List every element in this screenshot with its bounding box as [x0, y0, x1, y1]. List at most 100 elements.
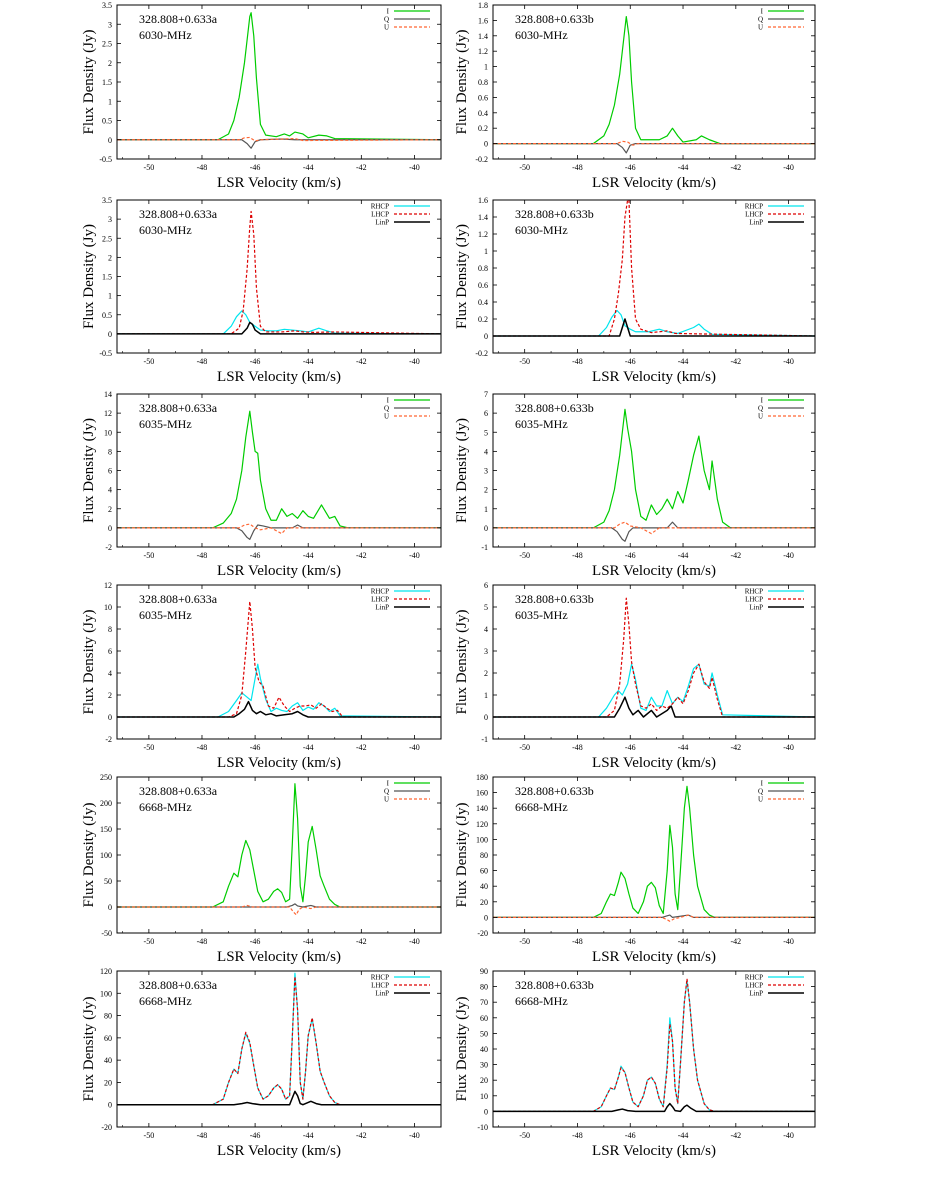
y-axis-label: Flux Density (Jy) — [454, 224, 470, 329]
x-axis-label: LSR Velocity (km/s) — [217, 949, 341, 965]
x-tick-label: -48 — [197, 163, 208, 172]
legend-label: RHCP — [371, 203, 389, 211]
x-tick-label: -42 — [356, 743, 367, 752]
chart-panel-9: -20 0 20 40 60 80 100 120 140 160 180 -50 -48 -46 -44 -… — [454, 773, 816, 965]
x-axis-label: LSR Velocity (km/s) — [217, 175, 341, 191]
legend-label: I — [761, 780, 764, 788]
legend-label: Q — [758, 405, 763, 413]
y-tick-label: 140 — [476, 804, 488, 813]
legend: IQU — [384, 8, 430, 32]
y-tick-label: 0.5 — [102, 311, 112, 320]
y-tick-label: 60 — [480, 1014, 488, 1023]
y-tick-label: 8 — [108, 625, 112, 634]
y-tick-label: 0 — [108, 903, 112, 912]
series-line-u — [117, 904, 441, 916]
y-tick-label: 2 — [108, 59, 112, 68]
chart-panel-6: -2 0 2 4 6 8 10 12 -50 -48 -46 -44 -42 -40 LSR Velocit… — [81, 581, 442, 771]
x-tick-label: -50 — [144, 163, 155, 172]
y-tick-label: -0.2 — [475, 155, 488, 164]
frequency-label: 6668-MHz — [515, 994, 568, 1008]
chart-panel-1: -0.2 0 0.2 0.4 0.6 0.8 1 1.2 1.4 1.6 1.8 -50 -48 -46 -… — [454, 1, 816, 191]
x-tick-label: -40 — [409, 1131, 420, 1140]
series-line-i — [493, 785, 815, 918]
x-axis-label: LSR Velocity (km/s) — [217, 1143, 341, 1159]
frequency-label: 6030-MHz — [515, 223, 568, 237]
y-axis-label: Flux Density (Jy) — [454, 418, 470, 523]
series-line-q — [493, 143, 815, 154]
y-axis-label: Flux Density (Jy) — [454, 996, 470, 1101]
x-tick-label: -42 — [730, 743, 741, 752]
x-tick-label: -48 — [197, 1131, 208, 1140]
y-tick-label: 0 — [484, 713, 488, 722]
x-tick-label: -48 — [572, 1131, 583, 1140]
y-tick-label: 0 — [484, 913, 488, 922]
series-line-i — [117, 410, 441, 529]
y-tick-label: 1.5 — [102, 273, 112, 282]
y-tick-label: 2 — [108, 505, 112, 514]
x-tick-label: -46 — [625, 1131, 636, 1140]
y-tick-label: 2 — [108, 253, 112, 262]
series-line-i — [493, 408, 815, 529]
legend-label: I — [387, 8, 390, 16]
y-tick-label: -20 — [477, 929, 488, 938]
legend-label: RHCP — [371, 588, 389, 596]
legend-label: RHCP — [745, 588, 763, 596]
series-group — [117, 410, 441, 540]
y-tick-label: 0.4 — [478, 109, 488, 118]
source-label: 328.808+0.633b — [515, 207, 594, 221]
plot-frame — [116, 584, 442, 740]
x-tick-label: -50 — [519, 937, 530, 946]
y-tick-label: -2 — [105, 543, 112, 552]
y-tick-label: 120 — [476, 820, 488, 829]
y-tick-label: 10 — [104, 603, 112, 612]
x-axis-label: LSR Velocity (km/s) — [592, 755, 716, 771]
y-tick-label: -2 — [105, 735, 112, 744]
y-tick-label: 60 — [104, 1034, 112, 1043]
legend-label: LinP — [375, 990, 389, 998]
source-label: 328.808+0.633a — [139, 12, 218, 26]
series-group — [493, 200, 815, 337]
x-tick-label: -50 — [144, 357, 155, 366]
y-tick-label: 1 — [484, 247, 488, 256]
chart-panel-4: -2 0 2 4 6 8 10 12 14 -50 -48 -46 -44 -42 -40 LSR Veloc… — [81, 390, 442, 579]
y-tick-label: 3 — [108, 20, 112, 29]
y-axis-label: Flux Density (Jy) — [81, 224, 97, 329]
y-tick-label: 12 — [104, 409, 112, 418]
series-group — [117, 783, 441, 916]
legend-label: LHCP — [371, 982, 389, 990]
legend-label: I — [387, 780, 390, 788]
y-tick-label: 180 — [476, 773, 488, 782]
source-label: 328.808+0.633b — [515, 784, 594, 798]
y-tick-label: 1 — [484, 505, 488, 514]
source-label: 328.808+0.633a — [139, 784, 218, 798]
x-tick-label: -44 — [303, 551, 314, 560]
chart-panel-8: -50 0 50 100 150 200 250 -50 -48 -46 -44 -42 -40 LSR … — [81, 773, 442, 965]
x-tick-label: -40 — [783, 551, 794, 560]
y-tick-label: 2 — [108, 691, 112, 700]
x-tick-label: -42 — [356, 1131, 367, 1140]
legend-label: LinP — [375, 219, 389, 227]
y-tick-label: 6 — [108, 467, 112, 476]
y-tick-label: 0.5 — [102, 117, 112, 126]
legend-label: LinP — [749, 990, 763, 998]
series-line-u — [117, 523, 441, 535]
y-tick-label: 40 — [480, 1045, 488, 1054]
series-line-i — [117, 12, 441, 141]
y-tick-label: 0.2 — [478, 124, 488, 133]
y-tick-label: -1 — [481, 735, 488, 744]
x-tick-label: -46 — [250, 163, 261, 172]
y-tick-label: 0 — [108, 136, 112, 145]
legend-label: RHCP — [371, 974, 389, 982]
x-tick-label: -50 — [144, 937, 155, 946]
series-line-lhcp — [117, 600, 441, 718]
y-tick-label: 0.4 — [478, 298, 488, 307]
chart-panel-2: -0.5 0 0.5 1 1.5 2 2.5 3 3.5 -50 -48 -46 -44 -42 -40 LS… — [81, 196, 442, 385]
legend-label: Q — [384, 788, 389, 796]
x-axis-label: LSR Velocity (km/s) — [592, 1143, 716, 1159]
y-tick-label: 0 — [108, 524, 112, 533]
y-tick-label: 2.5 — [102, 234, 112, 243]
series-line-u — [493, 521, 815, 535]
